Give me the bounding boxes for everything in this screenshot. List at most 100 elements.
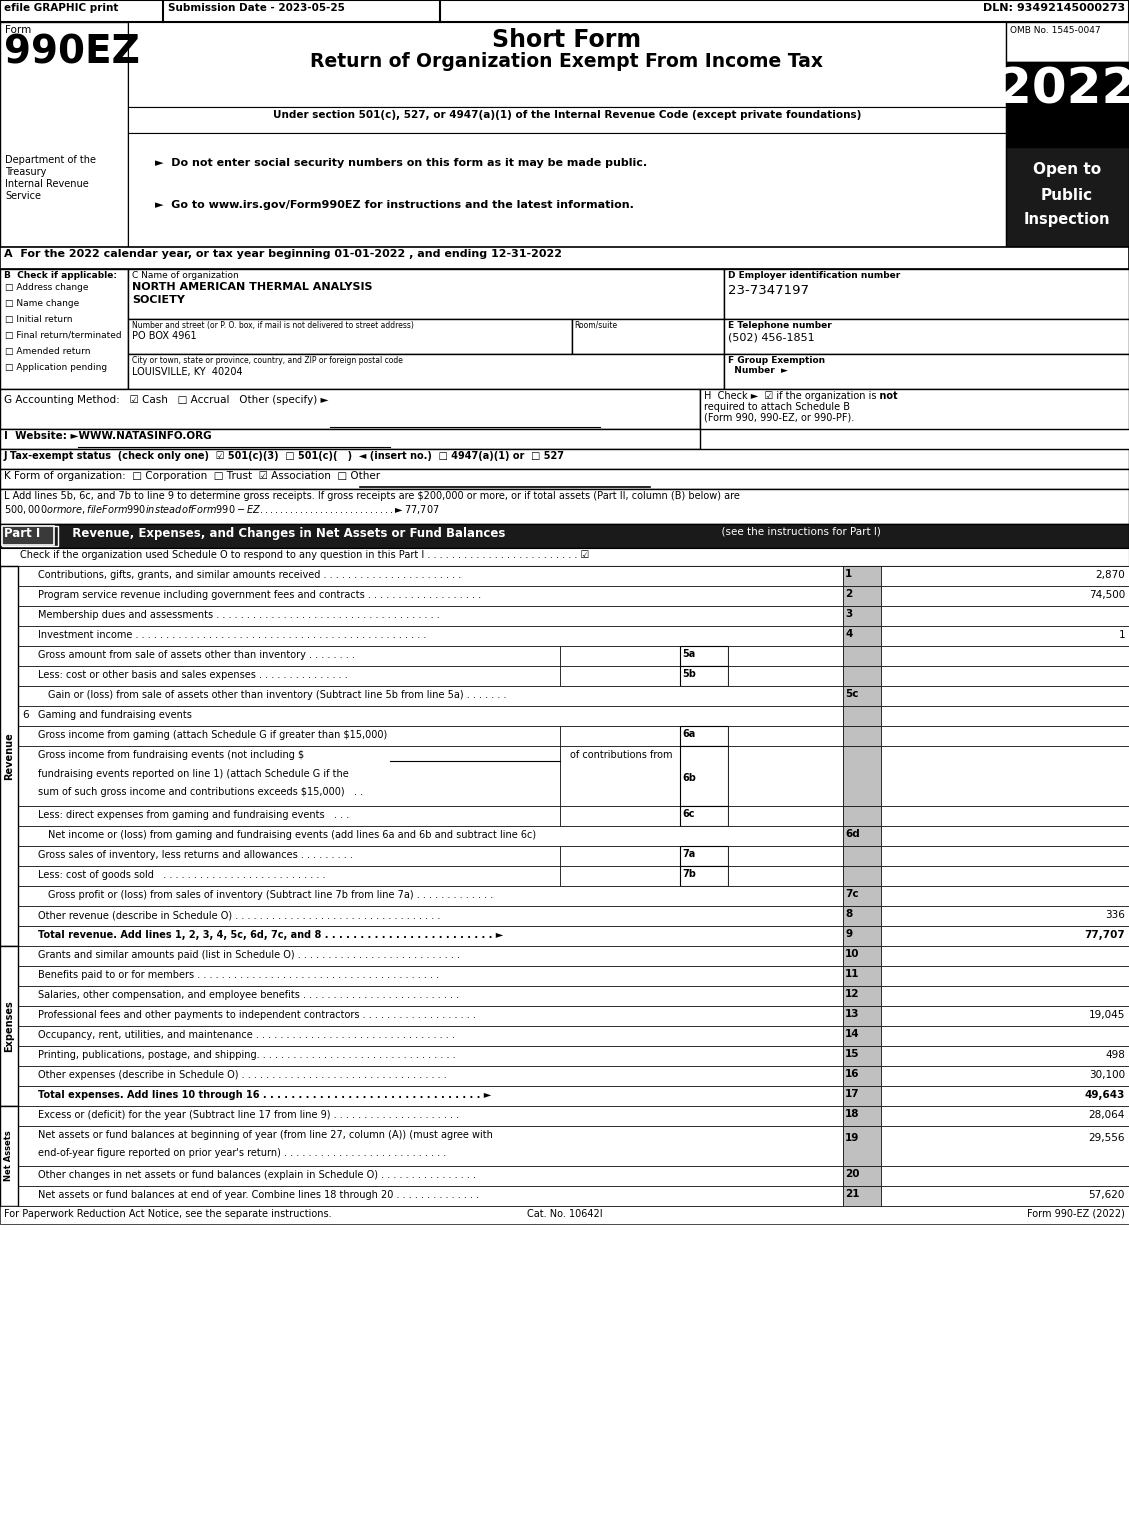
Bar	[18, 946, 843, 965]
Text: Treasury: Treasury	[5, 168, 46, 177]
Text: 7a: 7a	[682, 849, 695, 859]
Bar	[728, 846, 843, 866]
Bar	[18, 726, 560, 746]
Bar	[881, 987, 1129, 1007]
Bar	[843, 1066, 881, 1086]
Text: D Employer identification number: D Employer identification number	[728, 271, 900, 281]
Text: J Tax-exempt status  (check only one)  ☑ 501(c)(3)  □ 501(c)(   )  ◄ (insert no.: J Tax-exempt status (check only one) ☑ 5…	[5, 451, 564, 461]
Text: 12: 12	[844, 990, 859, 999]
Text: 1: 1	[844, 569, 852, 580]
Bar	[881, 1106, 1129, 1125]
Text: 19: 19	[844, 1133, 859, 1144]
Text: B  Check if applicable:: B Check if applicable:	[5, 271, 117, 281]
Text: 18: 18	[844, 1109, 859, 1119]
Text: Number and street (or P. O. box, if mail is not delivered to street address): Number and street (or P. O. box, if mail…	[132, 320, 414, 329]
Bar	[843, 1086, 881, 1106]
Text: Net income or (loss) from gaming and fundraising events (add lines 6a and 6b and: Net income or (loss) from gaming and fun…	[49, 830, 536, 840]
Bar	[680, 746, 728, 807]
Text: Gaming and fundraising events: Gaming and fundraising events	[38, 711, 192, 720]
Bar	[881, 946, 1129, 965]
Bar	[843, 746, 881, 807]
Text: □ Application pending: □ Application pending	[5, 363, 107, 372]
Bar	[18, 926, 843, 946]
Text: Number  ►: Number ►	[728, 366, 788, 375]
Bar	[724, 268, 1129, 319]
Bar	[18, 1066, 843, 1086]
Bar	[843, 1167, 881, 1186]
Bar	[881, 965, 1129, 987]
Bar	[843, 706, 881, 726]
Bar	[843, 566, 881, 586]
Bar	[18, 586, 843, 605]
Bar	[0, 429, 700, 448]
Bar	[0, 247, 1129, 268]
Text: 1: 1	[1119, 630, 1124, 640]
Text: Other revenue (describe in Schedule O) . . . . . . . . . . . . . . . . . . . . .: Other revenue (describe in Schedule O) .…	[38, 910, 440, 920]
Text: 13: 13	[844, 1010, 859, 1019]
Bar	[843, 586, 881, 605]
Text: F Group Exemption: F Group Exemption	[728, 355, 825, 364]
Bar	[680, 726, 728, 746]
Text: SOCIETY: SOCIETY	[132, 294, 185, 305]
Bar	[843, 987, 881, 1007]
Bar	[881, 1167, 1129, 1186]
Bar	[881, 566, 1129, 586]
Bar	[728, 726, 843, 746]
Bar	[881, 1006, 1129, 1026]
Bar	[560, 807, 680, 827]
Text: Check if the organization used Schedule O to respond to any question in this Par: Check if the organization used Schedule …	[20, 551, 589, 560]
Bar	[18, 1086, 843, 1106]
Text: Room/suite: Room/suite	[574, 320, 618, 329]
Text: not: not	[876, 390, 898, 401]
Bar	[128, 133, 1006, 247]
Bar	[18, 846, 560, 866]
Bar	[0, 1206, 1129, 1225]
Bar	[881, 906, 1129, 926]
Bar	[728, 807, 843, 827]
Text: 4: 4	[844, 628, 852, 639]
Text: 6: 6	[21, 711, 28, 720]
Bar	[18, 1186, 843, 1206]
Text: Occupancy, rent, utilities, and maintenance . . . . . . . . . . . . . . . . . . : Occupancy, rent, utilities, and maintena…	[38, 1029, 455, 1040]
Bar	[843, 625, 881, 647]
Bar	[881, 625, 1129, 647]
Bar	[18, 906, 843, 926]
Bar	[680, 846, 728, 866]
Bar	[843, 926, 881, 946]
Text: Internal Revenue: Internal Revenue	[5, 178, 89, 189]
Text: 2022: 2022	[997, 66, 1129, 113]
Bar	[1006, 21, 1129, 63]
Text: Excess or (deficit) for the year (Subtract line 17 from line 9) . . . . . . . . : Excess or (deficit) for the year (Subtra…	[38, 1110, 460, 1119]
Bar	[881, 666, 1129, 686]
Text: 6c: 6c	[682, 808, 694, 819]
Text: (see the instructions for Part I): (see the instructions for Part I)	[715, 528, 881, 537]
Bar	[881, 866, 1129, 886]
Text: 7c: 7c	[844, 889, 859, 900]
Bar	[843, 1106, 881, 1125]
Bar	[843, 946, 881, 965]
Bar	[18, 965, 843, 987]
Bar	[724, 354, 1129, 389]
Bar	[881, 686, 1129, 706]
Bar	[128, 107, 1006, 133]
Bar	[881, 706, 1129, 726]
Text: Printing, publications, postage, and shipping. . . . . . . . . . . . . . . . . .: Printing, publications, postage, and shi…	[38, 1051, 456, 1060]
Text: Gross income from gaming (attach Schedule G if greater than $15,000): Gross income from gaming (attach Schedul…	[38, 730, 387, 740]
Text: Return of Organization Exempt From Income Tax: Return of Organization Exempt From Incom…	[310, 52, 823, 72]
Bar	[0, 21, 128, 247]
Bar	[843, 886, 881, 906]
Text: sum of such gross income and contributions exceeds $15,000)   . .: sum of such gross income and contributio…	[38, 787, 364, 798]
Bar	[728, 666, 843, 686]
Bar	[18, 1106, 843, 1125]
Bar	[700, 389, 1129, 429]
Text: 336: 336	[1105, 910, 1124, 920]
Bar	[0, 490, 1129, 525]
Text: 3: 3	[844, 608, 852, 619]
Text: 498: 498	[1105, 1051, 1124, 1060]
Bar	[18, 987, 843, 1007]
Text: ►  Go to www.irs.gov/Form990EZ for instructions and the latest information.: ► Go to www.irs.gov/Form990EZ for instru…	[155, 200, 633, 210]
Bar	[2, 526, 54, 544]
Bar	[881, 827, 1129, 846]
Text: Total expenses. Add lines 10 through 16 . . . . . . . . . . . . . . . . . . . . : Total expenses. Add lines 10 through 16 …	[38, 1090, 491, 1100]
Text: 29,556: 29,556	[1088, 1133, 1124, 1144]
